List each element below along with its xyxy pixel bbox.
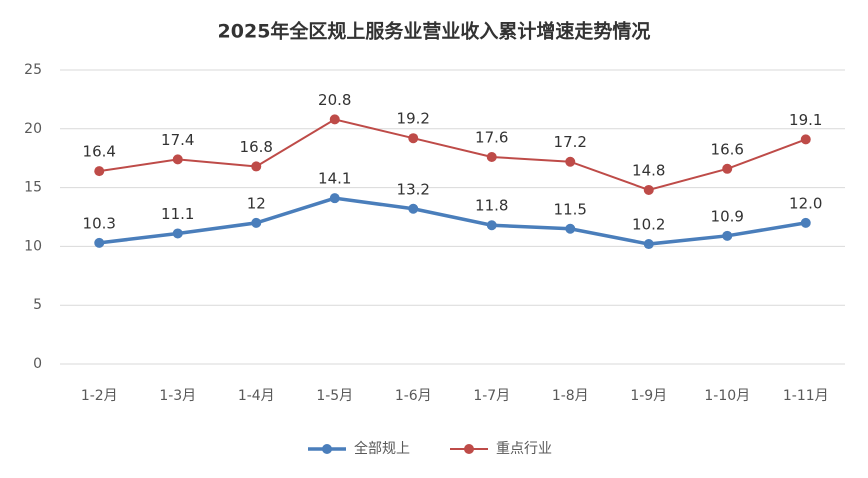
legend-label: 重点行业 [496, 441, 552, 457]
data-label: 20.8 [318, 91, 351, 109]
x-tick-label: 1-4月 [238, 388, 275, 404]
x-tick-label: 1-9月 [630, 388, 667, 404]
x-tick-label: 1-3月 [159, 388, 196, 404]
data-label: 12 [247, 194, 266, 212]
legend-marker [322, 444, 332, 454]
x-tick-label: 1-5月 [316, 388, 353, 404]
y-tick-label: 15 [24, 180, 42, 196]
x-tick-label: 1-10月 [704, 388, 750, 404]
point [486, 152, 497, 163]
point [800, 217, 811, 228]
data-label: 10.9 [711, 207, 744, 225]
data-label: 10.3 [83, 214, 116, 232]
y-tick-label: 25 [24, 62, 42, 78]
data-label: 14.1 [318, 170, 351, 188]
data-label: 17.2 [554, 133, 587, 151]
point [94, 166, 105, 177]
data-label: 17.4 [161, 131, 194, 149]
data-label: 16.4 [83, 143, 116, 161]
data-label: 10.2 [632, 216, 665, 234]
chart-title: 2025年全区规上服务业营业收入累计增速走势情况 [218, 20, 651, 43]
point [329, 193, 340, 204]
point [565, 156, 576, 167]
point [722, 163, 733, 174]
point [565, 223, 576, 234]
legend-label: 全部规上 [354, 440, 410, 457]
y-tick-label: 5 [33, 297, 42, 313]
data-label: 11.8 [475, 197, 508, 215]
point [94, 237, 105, 248]
data-label: 19.2 [397, 110, 430, 128]
series-line [99, 118, 807, 191]
data-label: 16.6 [711, 140, 744, 158]
data-label: 13.2 [397, 180, 430, 198]
point [172, 154, 183, 165]
data-label: 16.8 [240, 138, 273, 156]
point [172, 228, 183, 239]
data-label: 12.0 [789, 194, 822, 212]
data-label: 19.1 [789, 111, 822, 129]
x-tick-label: 1-11月 [783, 388, 829, 404]
data-label: 17.6 [475, 129, 508, 147]
point [329, 114, 340, 125]
y-tick-label: 0 [33, 356, 42, 372]
data-label: 14.8 [632, 161, 665, 179]
x-tick-label: 1-6月 [395, 388, 432, 404]
point [643, 184, 654, 195]
point [408, 133, 419, 144]
y-tick-label: 20 [24, 121, 42, 137]
data-label: 11.1 [161, 205, 194, 223]
point [408, 203, 419, 214]
point [722, 230, 733, 241]
x-tick-label: 1-8月 [552, 388, 589, 404]
x-tick-label: 1-7月 [473, 388, 510, 404]
series-line [99, 196, 807, 246]
y-tick-label: 10 [24, 238, 42, 254]
data-label: 11.5 [554, 200, 587, 218]
point [800, 134, 811, 145]
point [486, 220, 497, 231]
point [643, 239, 654, 250]
x-tick-label: 1-2月 [81, 388, 118, 404]
point [251, 161, 262, 172]
legend-marker [464, 444, 474, 454]
point [251, 217, 262, 228]
